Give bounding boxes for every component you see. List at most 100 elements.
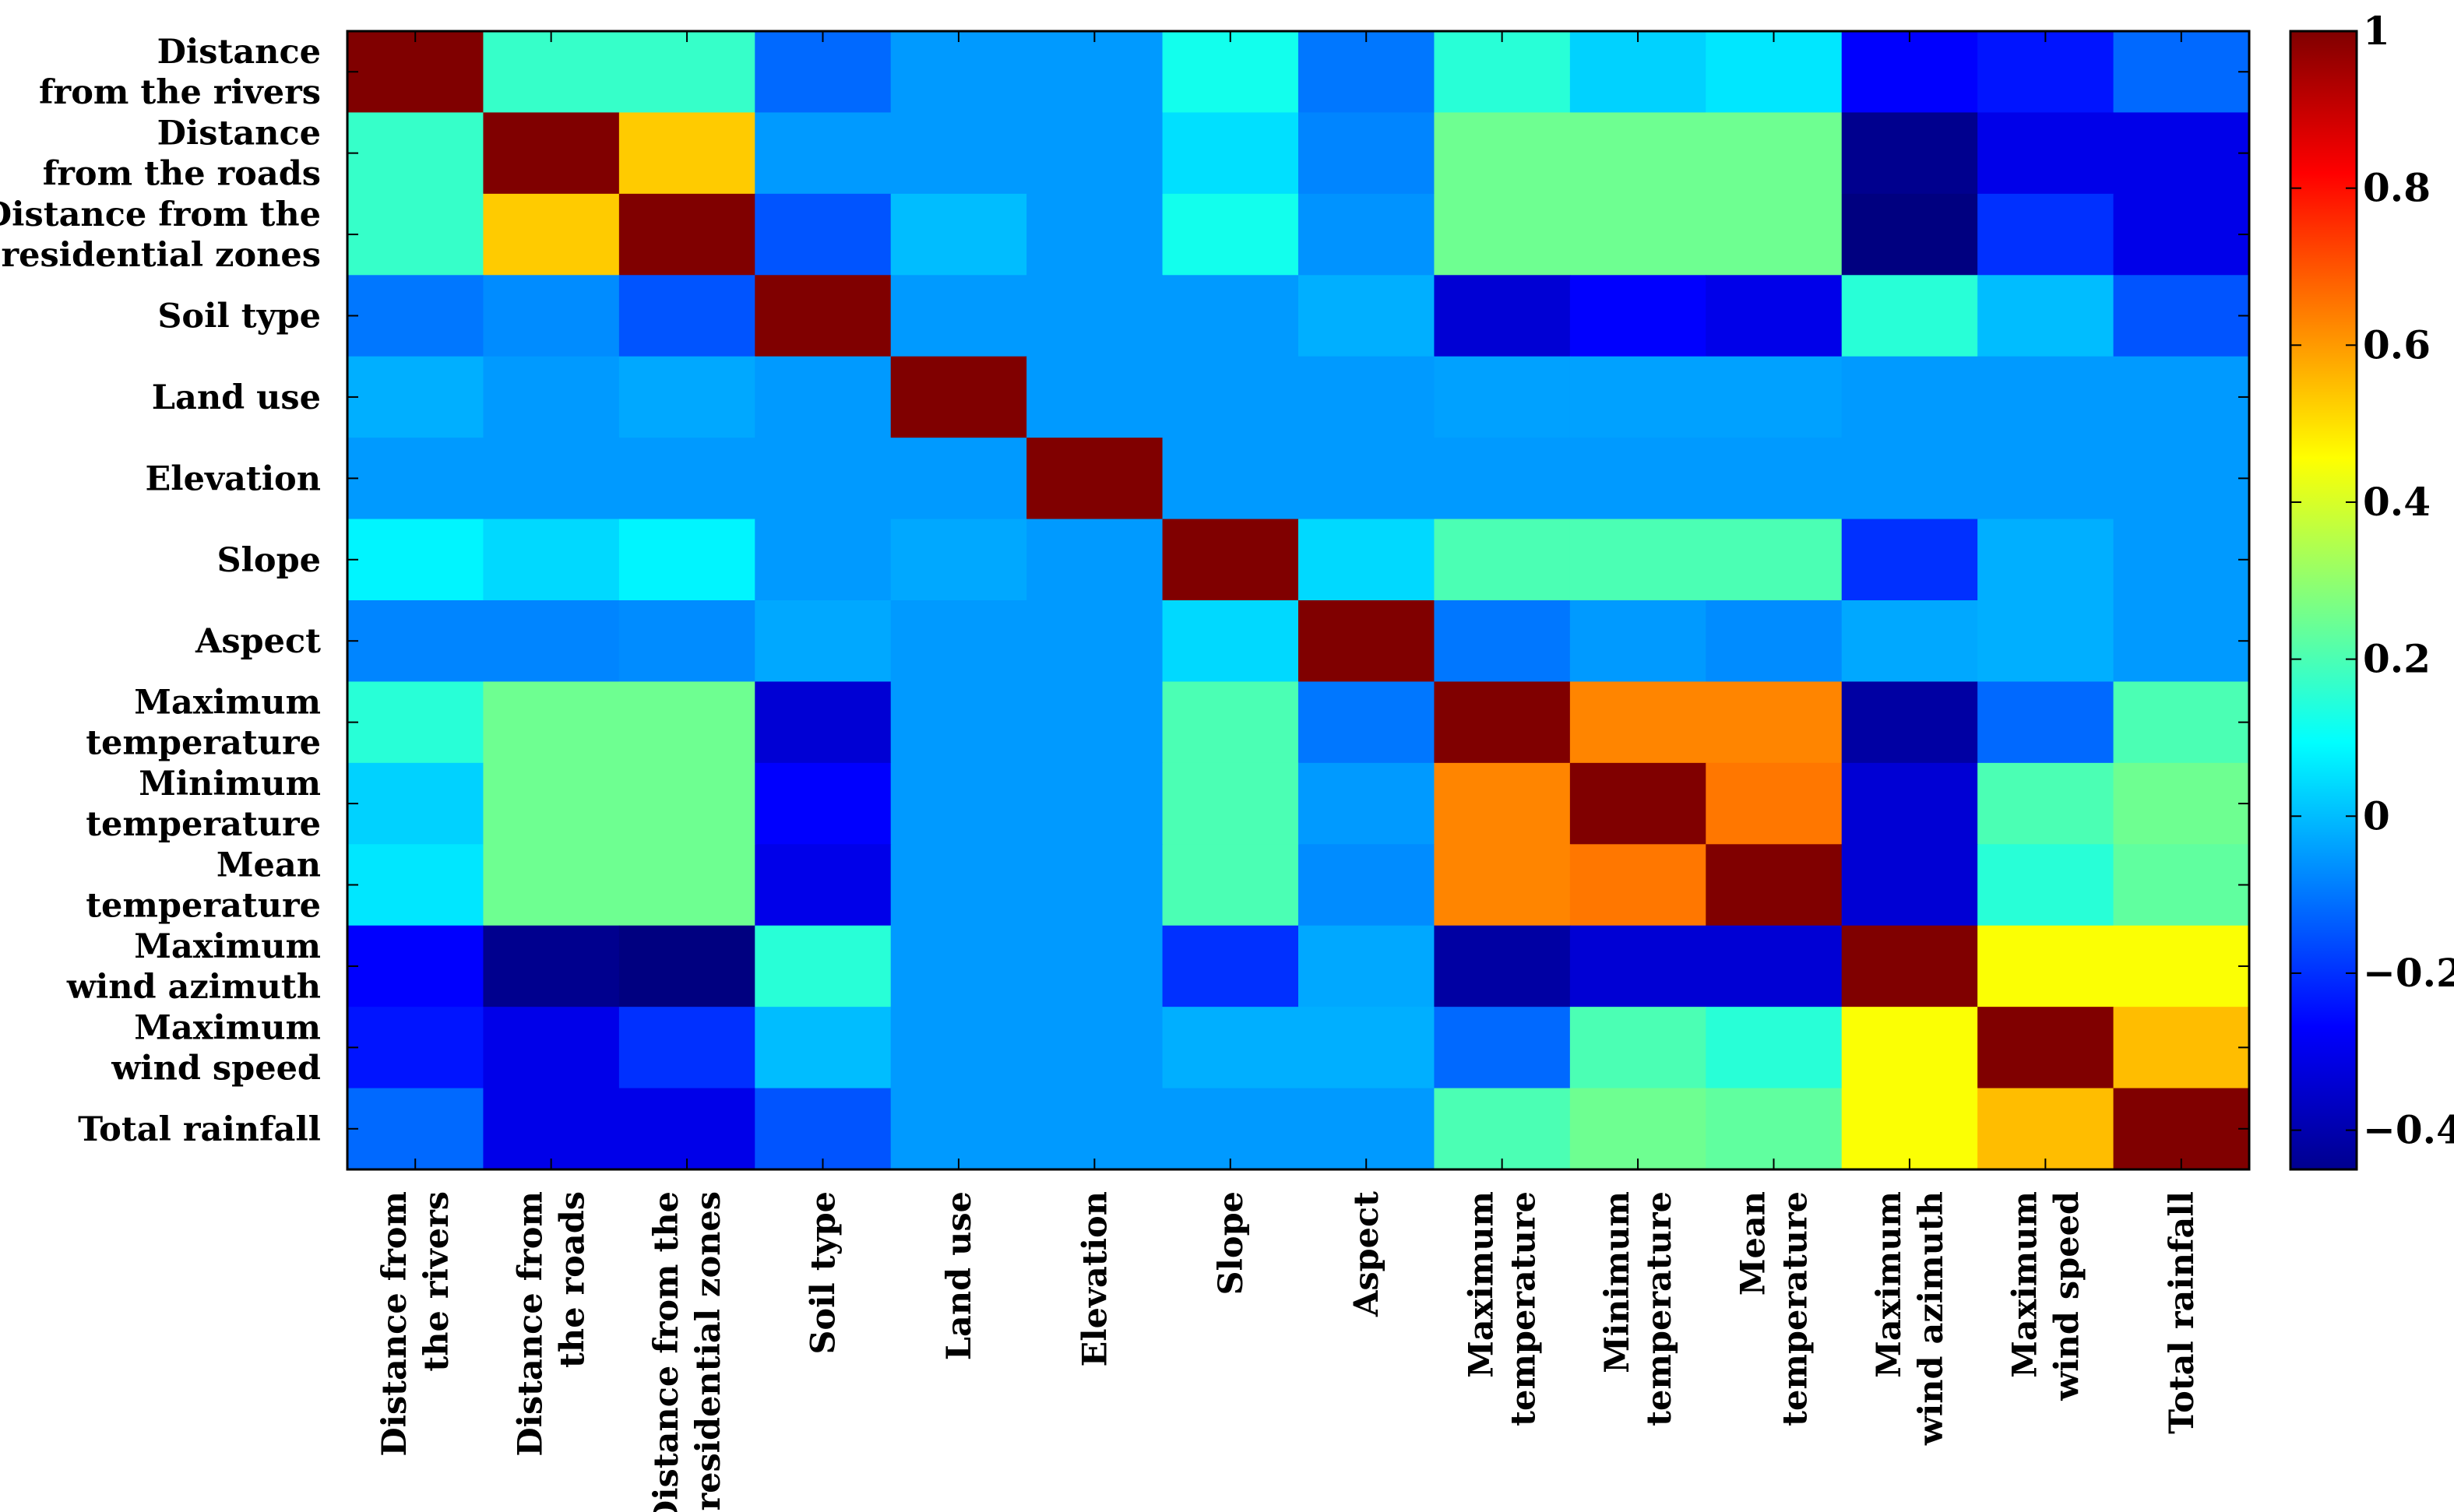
heatmap-cell-r6-c4	[890, 519, 1027, 601]
heatmap-cell-r10-c4	[890, 844, 1027, 927]
heatmap-cell-r7-c7	[1298, 600, 1435, 683]
heatmap-cell-r7-c5	[1026, 600, 1164, 683]
heatmap-cell-r13-c1	[483, 1088, 620, 1170]
heatmap-cell-r12-c1	[483, 1007, 620, 1089]
column-label-group-5: Elevation	[1076, 1191, 1114, 1366]
row-label-line: wind speed	[111, 1049, 321, 1088]
heatmap-cell-r1-c2	[618, 112, 755, 195]
heatmap-cell-r3-c13	[2113, 275, 2250, 357]
column-label-12: Maximumwind speed	[2005, 1191, 2086, 1401]
heatmap-cell-r13-c7	[1298, 1088, 1435, 1170]
heatmap-cell-r11-c11	[1841, 925, 1978, 1007]
heatmap-cell-r13-c2	[618, 1088, 755, 1170]
heatmap-cell-r5-c1	[483, 438, 620, 520]
row-label-line: Land use	[152, 378, 321, 417]
column-label-1: Distance fromthe roads	[512, 1191, 593, 1457]
heatmap-cell-r5-c3	[755, 438, 892, 520]
heatmap-cell-r6-c8	[1434, 519, 1571, 601]
column-label-line: Distance from	[375, 1191, 414, 1457]
heatmap-cell-r4-c10	[1706, 356, 1843, 438]
column-label-group-7: Aspect	[1347, 1191, 1386, 1317]
heatmap-cell-r12-c0	[347, 1007, 484, 1089]
heatmap-cell-r5-c4	[890, 438, 1027, 520]
heatmap-cell-r9-c0	[347, 762, 484, 845]
heatmap-cell-r11-c5	[1026, 925, 1164, 1007]
heatmap-cell-r13-c9	[1569, 1088, 1706, 1170]
column-label-13: Total rainfall	[2163, 1191, 2202, 1434]
column-label-line: Slope	[1212, 1191, 1251, 1296]
row-label-line: Elevation	[146, 459, 321, 498]
heatmap-cell-r7-c3	[755, 600, 892, 683]
heatmap-cell-r10-c11	[1841, 844, 1978, 927]
column-label-line: the roads	[554, 1191, 593, 1368]
heatmap-cell-r2-c5	[1026, 193, 1164, 276]
row-label-0: Distance from the rivers	[39, 33, 321, 112]
column-label-6: Slope	[1212, 1191, 1251, 1296]
heatmap-cell-r1-c11	[1841, 112, 1978, 195]
column-label-line: Land use	[940, 1191, 979, 1360]
heatmap-cell-r0-c11	[1841, 31, 1978, 114]
heatmap-cell-r6-c1	[483, 519, 620, 601]
heatmap-cell-r4-c6	[1162, 356, 1299, 438]
column-label-group-0: Distance fromthe rivers	[375, 1191, 456, 1457]
heatmap-cell-r10-c8	[1434, 844, 1571, 927]
heatmap-cell-r2-c3	[755, 193, 892, 276]
heatmap-cell-r1-c9	[1569, 112, 1706, 195]
heatmap-cell-r4-c7	[1298, 356, 1435, 438]
heatmap-cell-r0-c7	[1298, 31, 1435, 114]
heatmap-cell-r8-c5	[1026, 681, 1164, 764]
heatmap-cell-r4-c13	[2113, 356, 2250, 438]
heatmap-cell-r8-c12	[1977, 681, 2114, 764]
heatmap-cell-r1-c12	[1977, 112, 2114, 195]
row-label-line: residential zones	[1, 236, 321, 275]
heatmap-cells	[346, 30, 2251, 1171]
column-label-line: Maximum	[1870, 1191, 1909, 1378]
heatmap-cell-r13-c6	[1162, 1088, 1299, 1170]
heatmap-cell-r10-c2	[618, 844, 755, 927]
heatmap-cell-r6-c10	[1706, 519, 1843, 601]
colorbar-tick-label: 0.6	[2363, 322, 2431, 367]
heatmap-cell-r13-c13	[2113, 1088, 2250, 1170]
heatmap-cell-r0-c9	[1569, 31, 1706, 114]
heatmap-cell-r10-c7	[1298, 844, 1435, 927]
heatmap-cell-r8-c11	[1841, 681, 1978, 764]
row-label-line: Soil type	[157, 297, 321, 336]
heatmap-cell-r12-c2	[618, 1007, 755, 1089]
row-label-line: Maximum	[134, 684, 321, 723]
heatmap-cell-r10-c12	[1977, 844, 2114, 927]
colorbar-tick-label: 0	[2363, 793, 2390, 839]
heatmap-cell-r4-c12	[1977, 356, 2114, 438]
heatmap-cell-r7-c8	[1434, 600, 1571, 683]
column-label-7: Aspect	[1347, 1191, 1386, 1317]
heatmap-cell-r5-c13	[2113, 438, 2250, 520]
heatmap-cell-r5-c7	[1298, 438, 1435, 520]
heatmap-cell-r12-c5	[1026, 1007, 1164, 1089]
heatmap-cell-r4-c1	[483, 356, 620, 438]
row-label-line: Total rainfall	[78, 1110, 321, 1149]
heatmap-cell-r9-c5	[1026, 762, 1164, 845]
heatmap-cell-r6-c7	[1298, 519, 1435, 601]
colorbar: 1 0.8 0.6 0.4 0.2 0 −0.2 −0.4	[2289, 8, 2454, 1171]
heatmap-cell-r2-c6	[1162, 193, 1299, 276]
heatmap-cell-r2-c8	[1434, 193, 1571, 276]
heatmap-cell-r8-c13	[2113, 681, 2250, 764]
heatmap-cell-r1-c7	[1298, 112, 1435, 195]
row-label-6: Slope	[217, 541, 322, 580]
heatmap-cell-r4-c0	[347, 356, 484, 438]
heatmap-cell-r11-c12	[1977, 925, 2114, 1007]
heatmap-cell-r7-c0	[347, 600, 484, 683]
row-label-line: Slope	[217, 541, 322, 580]
heatmap-cell-r8-c8	[1434, 681, 1571, 764]
column-label-group-11: Maximumwind azimuth	[1870, 1191, 1951, 1446]
heatmap-cell-r5-c0	[347, 438, 484, 520]
column-label-group-1: Distance fromthe roads	[512, 1191, 593, 1457]
row-label-3: Soil type	[157, 297, 321, 336]
heatmap-cell-r2-c7	[1298, 193, 1435, 276]
colorbar-tick-label: 0.4	[2363, 479, 2431, 525]
heatmap-cell-r5-c2	[618, 438, 755, 520]
heatmap-cell-r2-c9	[1569, 193, 1706, 276]
heatmap-cell-r0-c10	[1706, 31, 1843, 114]
heatmap-cell-r8-c4	[890, 681, 1027, 764]
heatmap-cell-r12-c4	[890, 1007, 1027, 1089]
